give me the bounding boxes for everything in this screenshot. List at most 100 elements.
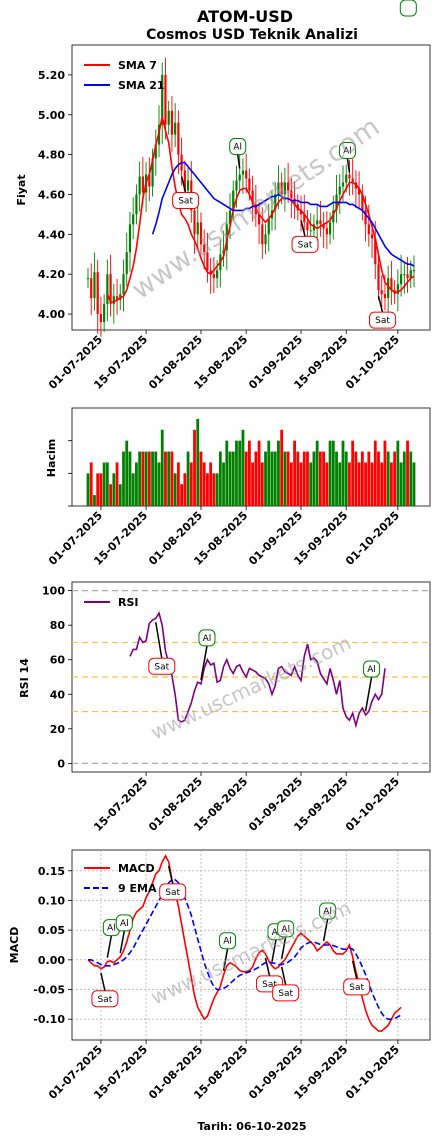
volume-bar [131,473,135,506]
volume-bar [186,451,190,506]
macd-plot: -0.10 -0.05 0.00 0.05 0.10 0.15 01-07-202515-0… [33,0,430,1102]
volume-bar [105,462,109,506]
volume-bar [235,440,238,506]
rsi-signal-text: Al [367,665,376,675]
macd-signal-arrow [167,865,174,885]
rsi-signal-text: Al [203,634,212,644]
candle-body [383,294,387,299]
rsi-signal-arrow [364,676,373,712]
price-panel [71,44,431,331]
rsi-xtick-label: 01-10-2025 [343,775,402,834]
candle-body [396,284,399,295]
volume-bar [257,440,261,506]
rsi-signal-arrow [155,622,163,659]
macd-legend-label: MACD [118,862,155,875]
volume-bar [122,451,125,506]
macd-signal-text: Sat [278,989,293,999]
volume-bar [206,473,209,506]
volume-bar [138,451,142,506]
candle-body [283,182,286,195]
candle-body [141,176,144,193]
volume-bar [118,484,122,506]
macd-signal-box [319,902,337,920]
candle-body [115,296,119,301]
volume-bar [393,451,397,506]
price-xtick-label: 01-10-2025 [343,333,402,392]
chart-title: ATOM-USD [197,7,293,26]
volume-bar [302,451,306,506]
sma21-line [151,161,415,267]
volume-bar [170,451,174,506]
price-legend-label: SMA 7 [118,59,157,72]
candle-body [154,144,157,159]
volume-bar [396,440,400,506]
macd-signal-arrow [119,930,126,954]
rsi-signal-arrow [200,645,208,681]
volume-bar [112,473,116,506]
macd-ytick-label: -0.10 [33,1013,65,1026]
volume-bar [225,440,229,506]
candle-body [390,278,393,291]
volume-bar [115,462,119,506]
candle-body [387,278,390,299]
candle-body [164,74,167,125]
candle-body [377,264,380,291]
volume-bar [357,462,361,506]
candle-body [132,214,135,225]
volume-bar [199,451,203,506]
macd-signal-box [399,0,417,17]
rsi-signal-text: Sat [154,662,169,672]
macd-signal-box [115,914,133,932]
candle-body [248,178,251,191]
volume-bar [147,451,151,506]
candle-body [338,186,341,195]
candle-body [109,274,112,305]
volume-bar [238,440,242,506]
candle-body [138,176,141,195]
macd-ytick-label: 0.10 [38,894,65,907]
volume-bar [125,440,129,506]
candle-body [261,224,264,245]
macd-signal-text: Sat [262,980,277,990]
price-signal-text: Sat [178,197,193,207]
candle-body [257,214,261,225]
volume-bar [202,462,206,506]
candle-body [251,190,254,205]
candle-body [351,178,354,183]
price-ytick-label: 4.20 [38,268,65,281]
candle-body [367,224,370,235]
rsi-plot: 02040608010015-07-202501-08-202515-08-20… [42,585,430,834]
price-signal-arrow [300,220,306,237]
macd-signal-line [88,878,402,1020]
volume-bar [289,462,293,506]
volume-bar [215,473,219,506]
macd-signal-text: Al [404,0,413,3]
candle-body [199,222,203,245]
volume-bar [328,440,332,506]
candle-body [170,110,174,135]
candle-body [328,222,332,235]
volume-bar [283,451,287,506]
volume-panel [71,407,431,507]
candle-body [90,278,93,299]
price-signal-text: Al [343,147,352,157]
volume-bar [370,462,374,506]
candle-body [316,220,319,225]
macd-ytick-label: -0.05 [33,984,65,997]
volume-bar [383,440,387,506]
candle-body [364,210,367,225]
candle-body [238,174,241,181]
candle-body [151,158,154,187]
watermark-macd: www.uscmarkets.com [147,896,355,1010]
volume-bar [351,440,355,506]
candle-body [135,194,138,215]
volume-bar [183,473,187,506]
volume-bar [189,462,193,506]
price-legend-label: SMA 21 [118,79,165,92]
candle-body [358,188,361,195]
rsi-signal-box [148,657,176,675]
volume-bar [306,451,309,506]
volume-bar [402,451,406,506]
volume-bar [280,429,284,506]
volume-bar [360,451,364,506]
